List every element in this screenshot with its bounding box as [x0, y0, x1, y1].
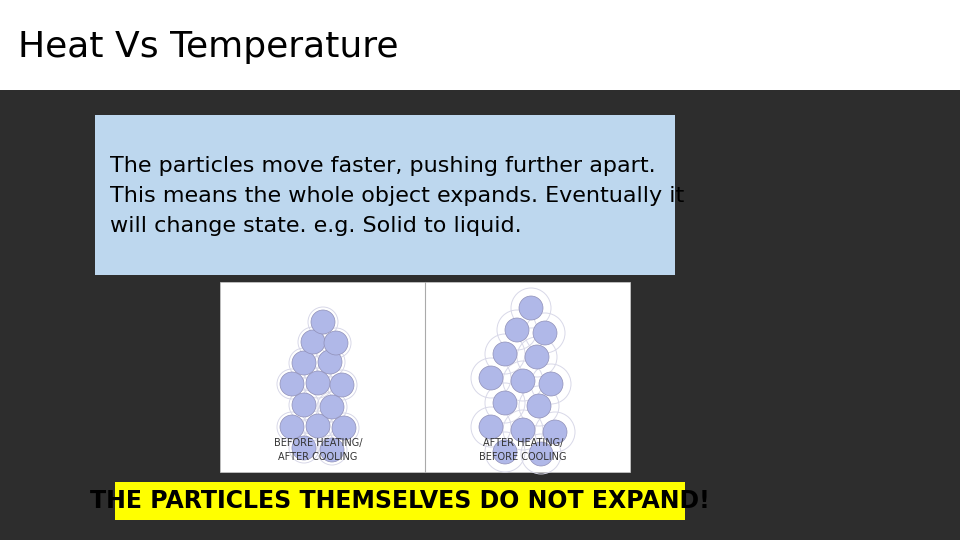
Circle shape	[479, 366, 503, 390]
Circle shape	[479, 415, 503, 439]
Circle shape	[330, 373, 354, 397]
FancyBboxPatch shape	[95, 115, 675, 275]
Circle shape	[511, 369, 535, 393]
FancyBboxPatch shape	[220, 282, 630, 472]
Circle shape	[539, 372, 563, 396]
Text: BEFORE HEATING/
AFTER COOLING: BEFORE HEATING/ AFTER COOLING	[274, 438, 362, 462]
Circle shape	[493, 391, 517, 415]
Circle shape	[280, 415, 304, 439]
Text: THE PARTICLES THEMSELVES DO NOT EXPAND!: THE PARTICLES THEMSELVES DO NOT EXPAND!	[90, 489, 709, 513]
Circle shape	[493, 440, 517, 464]
Circle shape	[292, 351, 316, 375]
Circle shape	[320, 438, 344, 462]
Circle shape	[292, 393, 316, 417]
Circle shape	[280, 372, 304, 396]
FancyBboxPatch shape	[0, 0, 960, 90]
Circle shape	[505, 318, 529, 342]
Circle shape	[320, 395, 344, 419]
Text: The particles move faster, pushing further apart.
This means the whole object ex: The particles move faster, pushing furth…	[110, 156, 684, 237]
Circle shape	[543, 420, 567, 444]
Circle shape	[533, 321, 557, 345]
FancyBboxPatch shape	[115, 482, 685, 520]
Circle shape	[306, 371, 330, 395]
Circle shape	[292, 436, 316, 460]
Circle shape	[529, 442, 553, 466]
Text: AFTER HEATING/
BEFORE COOLING: AFTER HEATING/ BEFORE COOLING	[479, 438, 566, 462]
Circle shape	[511, 418, 535, 442]
Circle shape	[301, 330, 325, 354]
Circle shape	[311, 310, 335, 334]
Circle shape	[527, 394, 551, 418]
Circle shape	[519, 296, 543, 320]
Circle shape	[318, 350, 342, 374]
Circle shape	[324, 331, 348, 355]
Circle shape	[493, 342, 517, 366]
Circle shape	[332, 416, 356, 440]
Text: Heat Vs Temperature: Heat Vs Temperature	[18, 30, 398, 64]
Circle shape	[525, 345, 549, 369]
Circle shape	[306, 414, 330, 438]
